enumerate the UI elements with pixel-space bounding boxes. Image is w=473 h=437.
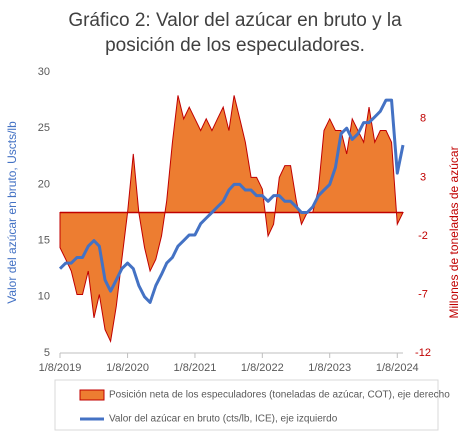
y-tick-label: 20 — [38, 178, 50, 190]
legend-label: Valor del azúcar en bruto (cts/lb, ICE),… — [109, 414, 338, 425]
y2-axis-label: Millones de toneladas de azúcar — [447, 146, 461, 318]
y-tick-label: 10 — [38, 291, 50, 303]
y2-tick-label: -7 — [418, 288, 428, 300]
y2-tick-label: 8 — [420, 113, 426, 125]
legend-swatch — [79, 389, 105, 401]
x-tick-label: 1/8/2019 — [39, 362, 82, 374]
y-tick-label: 15 — [38, 235, 50, 247]
x-tick-label: 1/8/2022 — [241, 362, 284, 374]
y-tick-label: 25 — [38, 122, 50, 134]
area — [59, 95, 404, 343]
y2-tick-label: 3 — [420, 171, 426, 183]
legend-box — [54, 379, 439, 431]
y-axis-label: Valor del azúcar en bruto, Uscts/lb — [5, 121, 19, 304]
x-tick-label: 1/8/2021 — [174, 362, 217, 374]
x-tick-label: 1/8/2023 — [308, 362, 351, 374]
y2-tick-label: -2 — [418, 230, 428, 242]
x-tick-label: 1/8/2020 — [106, 362, 149, 374]
line — [58, 98, 405, 304]
legend-label: Posición neta de los especuladores (tone… — [109, 390, 450, 401]
y2-tick-label: -12 — [415, 347, 431, 359]
chart-title: Gráfico 2: Valor del azúcar en bruto y l… — [68, 10, 402, 56]
y-tick-label: 30 — [38, 66, 50, 78]
y-tick-label: 5 — [44, 347, 50, 359]
x-tick-label: 1/8/2024 — [376, 362, 419, 374]
